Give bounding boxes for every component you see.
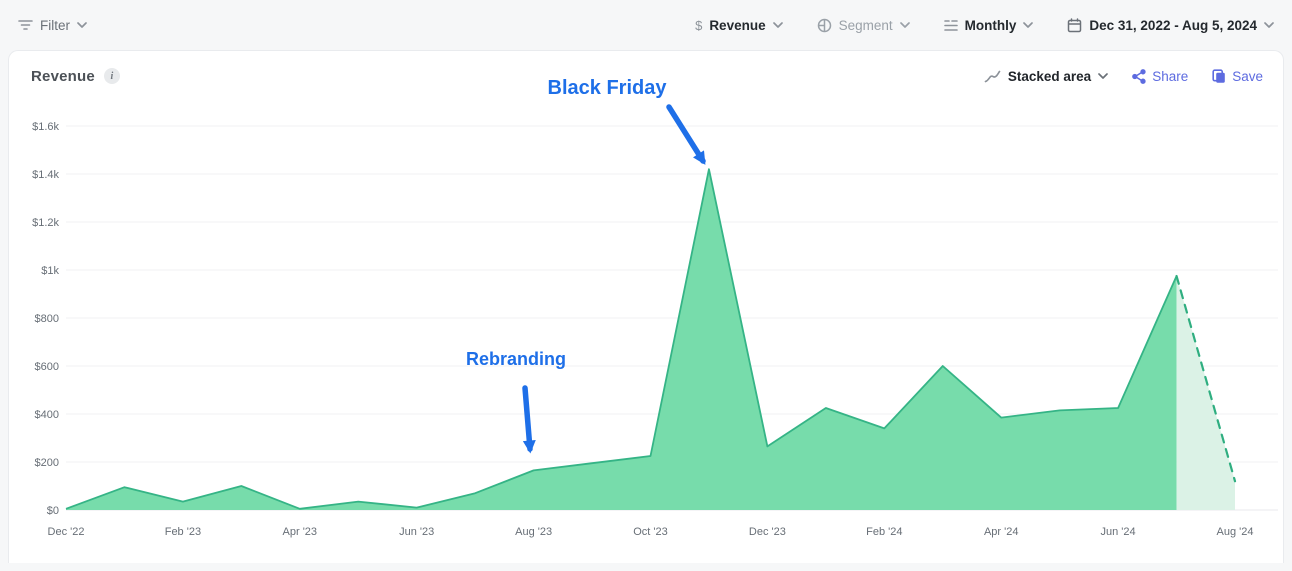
panel-title: Revenue <box>31 67 95 85</box>
svg-text:$1k: $1k <box>41 265 59 277</box>
svg-text:$800: $800 <box>35 313 59 325</box>
panel-header: Revenue i Stacked area Share <box>9 51 1283 93</box>
date-range-label: Dec 31, 2022 - Aug 5, 2024 <box>1089 17 1257 33</box>
svg-text:$1.4k: $1.4k <box>32 169 59 181</box>
stacked-area-icon <box>984 70 1001 83</box>
chevron-down-icon <box>77 22 87 28</box>
save-label: Save <box>1232 68 1263 84</box>
revenue-area-chart[interactable]: $0 $200 $400 $600 $800 $1k $1.2k $1.4k $1.6k Dec … <box>9 93 1285 564</box>
metric-selector[interactable]: $ Revenue <box>695 18 783 33</box>
segment-selector[interactable]: Segment <box>817 18 910 33</box>
filter-icon <box>18 19 33 31</box>
chevron-down-icon <box>1023 22 1034 28</box>
toolbar-right-group: $ Revenue Segment Monthly <box>695 18 1274 33</box>
interval-label: Monthly <box>964 17 1017 33</box>
revenue-chart-panel: Revenue i Stacked area Share <box>8 50 1284 563</box>
chevron-down-icon <box>772 22 783 28</box>
segment-icon <box>817 18 832 33</box>
annotation-black-friday: Black Friday <box>547 77 667 99</box>
chevron-down-icon <box>1264 22 1274 28</box>
save-icon <box>1212 68 1226 84</box>
svg-text:Aug '24: Aug '24 <box>1217 526 1254 538</box>
annotation-arrows <box>522 104 706 454</box>
metric-label: Revenue <box>709 17 766 33</box>
svg-text:Jun '24: Jun '24 <box>1101 526 1136 538</box>
segment-label: Segment <box>838 17 893 33</box>
chevron-down-icon <box>1098 73 1109 79</box>
rows-icon <box>943 19 958 31</box>
svg-text:Feb '24: Feb '24 <box>866 526 902 538</box>
share-label: Share <box>1152 68 1189 84</box>
svg-text:$0: $0 <box>47 505 59 517</box>
svg-text:Dec '22: Dec '22 <box>48 526 85 538</box>
svg-text:Feb '23: Feb '23 <box>165 526 201 538</box>
svg-text:Aug '23: Aug '23 <box>515 526 552 538</box>
share-icon <box>1132 68 1146 84</box>
info-icon[interactable]: i <box>103 68 120 84</box>
svg-text:Oct '23: Oct '23 <box>633 526 668 538</box>
filter-label: Filter <box>40 17 70 33</box>
svg-text:Apr '24: Apr '24 <box>984 526 1019 538</box>
interval-selector[interactable]: Monthly <box>943 17 1034 33</box>
chevron-down-icon <box>899 22 910 28</box>
calendar-icon <box>1067 17 1082 33</box>
chart-canvas: $0 $200 $400 $600 $800 $1k $1.2k $1.4k $1.6k Dec … <box>32 104 1278 538</box>
svg-text:Apr '23: Apr '23 <box>283 526 318 538</box>
filter-control[interactable]: Filter <box>18 18 87 33</box>
svg-text:$1.6k: $1.6k <box>32 121 59 133</box>
svg-text:$400: $400 <box>35 409 59 421</box>
svg-text:$1.2k: $1.2k <box>32 217 59 229</box>
save-button[interactable]: Save <box>1212 69 1263 84</box>
svg-text:Jun '23: Jun '23 <box>399 526 434 538</box>
svg-text:Dec '23: Dec '23 <box>749 526 786 538</box>
svg-text:$600: $600 <box>35 361 59 373</box>
chart-type-selector[interactable]: Stacked area <box>984 68 1109 84</box>
svg-text:$200: $200 <box>35 457 59 469</box>
date-range-selector[interactable]: Dec 31, 2022 - Aug 5, 2024 <box>1067 18 1274 33</box>
share-button[interactable]: Share <box>1132 69 1188 84</box>
chart-type-label: Stacked area <box>1007 68 1092 84</box>
dollar-icon: $ <box>695 17 703 33</box>
filter-toolbar: Filter $ Revenue Segment Monthly <box>0 0 1292 50</box>
annotation-rebranding: Rebranding <box>465 349 567 369</box>
